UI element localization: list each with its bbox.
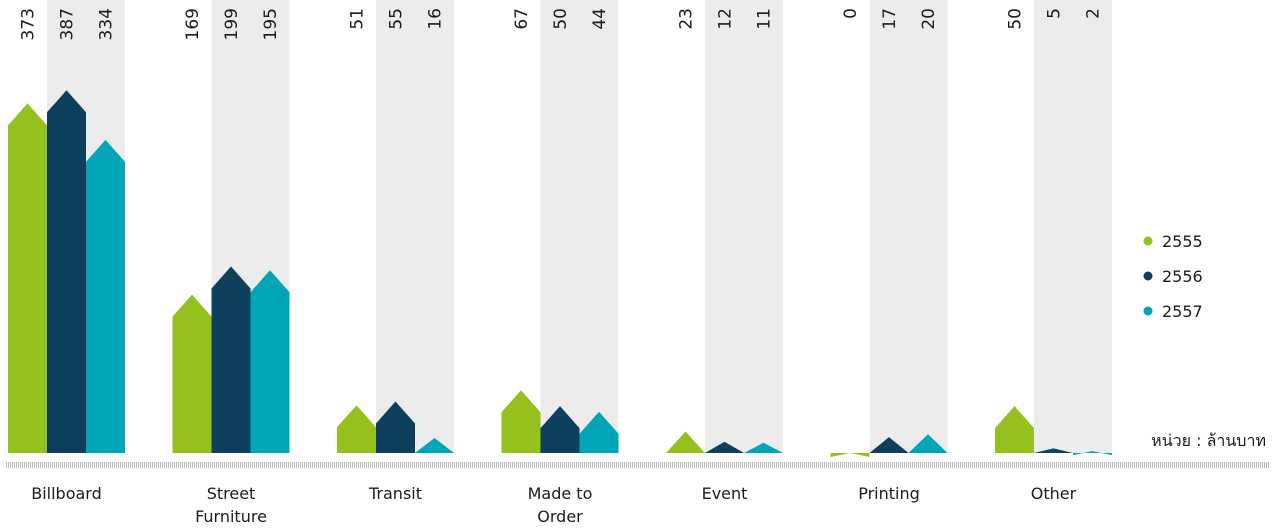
value-label: 17	[880, 8, 900, 30]
value-label: 51	[348, 8, 368, 30]
legend-swatch-2557	[1143, 306, 1153, 316]
value-label: 199	[222, 8, 242, 40]
value-label: 0	[841, 8, 861, 19]
value-label: 44	[590, 8, 610, 30]
value-label: 5	[1045, 8, 1065, 19]
bar-printing-2555	[830, 453, 870, 457]
legend-swatch-2556	[1143, 271, 1153, 281]
value-label: 55	[387, 8, 407, 30]
value-label: 50	[1006, 8, 1026, 30]
value-label: 169	[183, 8, 203, 40]
bar-printing-2556	[869, 437, 909, 453]
panel-4	[705, 0, 783, 453]
panel-6	[1034, 0, 1112, 453]
category-label: Order	[537, 507, 583, 526]
category-label: Printing	[858, 484, 920, 503]
category-label: Made to	[528, 484, 593, 503]
value-label: 67	[512, 8, 532, 30]
legend-swatch-2555	[1143, 236, 1153, 246]
value-label: 387	[58, 8, 78, 40]
panel-5	[869, 0, 948, 453]
value-label: 16	[426, 8, 446, 30]
bar-billboard-2556	[47, 90, 86, 453]
bar-made-to-order-2557	[579, 411, 619, 453]
value-label: 11	[755, 8, 775, 30]
value-label: 195	[261, 8, 281, 40]
bar-other-2557	[1073, 451, 1112, 456]
value-label: 50	[551, 8, 571, 30]
bar-street-furniture-2555	[172, 294, 212, 453]
bar-billboard-2555	[8, 103, 47, 453]
category-label: Furniture	[195, 507, 267, 526]
category-labels: Billboard Street Furniture Transit Made to Or…	[31, 484, 1076, 526]
legend-label-2556: 2556	[1162, 267, 1203, 286]
bar-transit-2556	[376, 401, 415, 453]
category-label: Billboard	[31, 484, 102, 503]
category-label: Transit	[368, 484, 422, 503]
panel-3	[540, 0, 619, 453]
bar-billboard-2557	[86, 139, 125, 453]
legend: 2555 2556 2557	[1143, 232, 1203, 321]
bar-event-2555	[666, 431, 705, 453]
bar-made-to-order-2555	[501, 390, 541, 453]
bar-street-furniture-2557	[250, 270, 290, 453]
bar-made-to-order-2556	[540, 406, 580, 453]
value-label: 23	[677, 8, 697, 30]
bar-other-2556	[1034, 448, 1073, 453]
value-label: 373	[19, 8, 39, 40]
bar-printing-2557	[908, 434, 948, 453]
bar-event-2557	[744, 442, 783, 453]
value-label: 12	[716, 8, 736, 30]
category-label: Event	[702, 484, 748, 503]
bar-street-furniture-2556	[211, 266, 251, 453]
bar-transit-2555	[337, 405, 376, 453]
legend-label-2555: 2555	[1162, 232, 1203, 251]
value-labels: 373 387 334 169 199 195 51 55 16 67 50 44 23 12 11 0 17 2…	[19, 8, 1104, 40]
bar-transit-2557	[415, 438, 454, 453]
bars	[8, 90, 1112, 457]
bar-other-2555	[995, 406, 1034, 453]
category-panels	[47, 0, 1112, 453]
panel-2	[376, 0, 454, 453]
unit-label: หน่วย : ล้านบาท	[1151, 431, 1266, 450]
category-label: Other	[1031, 484, 1077, 503]
value-label: 2	[1084, 8, 1104, 19]
category-label: Street	[207, 484, 256, 503]
value-label: 334	[97, 8, 117, 40]
bar-event-2556	[705, 441, 744, 453]
legend-label-2557: 2557	[1162, 302, 1203, 321]
value-label: 20	[919, 8, 939, 30]
